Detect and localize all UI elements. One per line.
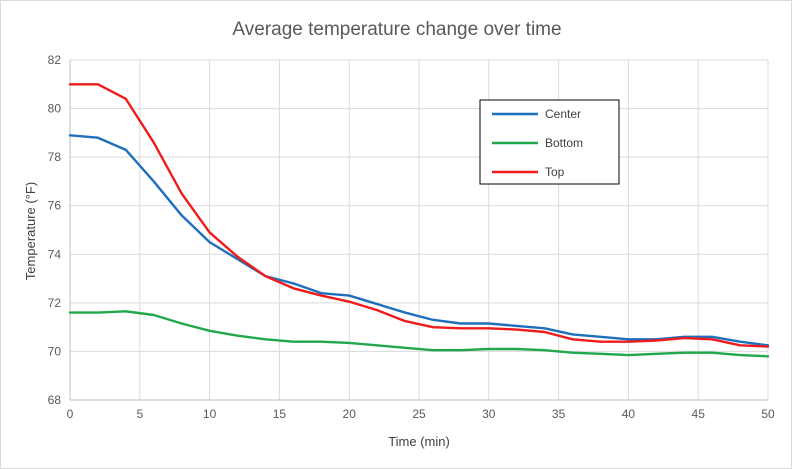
x-tick-label: 15: [273, 407, 287, 421]
x-tick-label: 40: [622, 407, 636, 421]
y-tick-label: 74: [48, 247, 62, 261]
series-line-center: [68, 134, 770, 347]
x-tick-label: 5: [136, 407, 143, 421]
y-tick-label: 76: [48, 199, 62, 213]
y-axis-label: Temperature (°F): [23, 182, 38, 280]
series-line-bottom: [68, 310, 770, 358]
x-tick-label: 45: [692, 407, 706, 421]
axes: [69, 60, 768, 401]
y-tick-label: 72: [48, 296, 62, 310]
x-tick-label: 25: [412, 407, 426, 421]
legend: Center Bottom Top: [479, 99, 620, 185]
x-tick-label: 10: [203, 407, 217, 421]
y-tick-label: 68: [48, 393, 62, 407]
x-tick-label: 50: [761, 407, 775, 421]
x-tick-label: 20: [343, 407, 357, 421]
legend-label-bottom: Bottom: [545, 136, 583, 150]
y-tick-label: 70: [48, 344, 62, 358]
chart-title: Average temperature change over time: [232, 19, 561, 40]
legend-label-top: Top: [545, 165, 565, 179]
y-tick-label: 80: [48, 102, 62, 116]
series-line-top: [68, 83, 770, 348]
y-tick-label: 82: [48, 53, 62, 67]
series-lines: [68, 83, 770, 358]
y-tick-label: 78: [48, 150, 62, 164]
y-tick-labels: 68 70 72 74 76 78 80 82: [48, 53, 62, 407]
x-tick-label: 0: [67, 407, 74, 421]
x-tick-label: 35: [552, 407, 566, 421]
x-tick-label: 30: [482, 407, 496, 421]
x-axis-label: Time (min): [388, 434, 450, 449]
x-tick-labels: 0 5 10 15 20 25 30 35 40 45 50: [67, 407, 775, 421]
legend-label-center: Center: [545, 107, 581, 121]
